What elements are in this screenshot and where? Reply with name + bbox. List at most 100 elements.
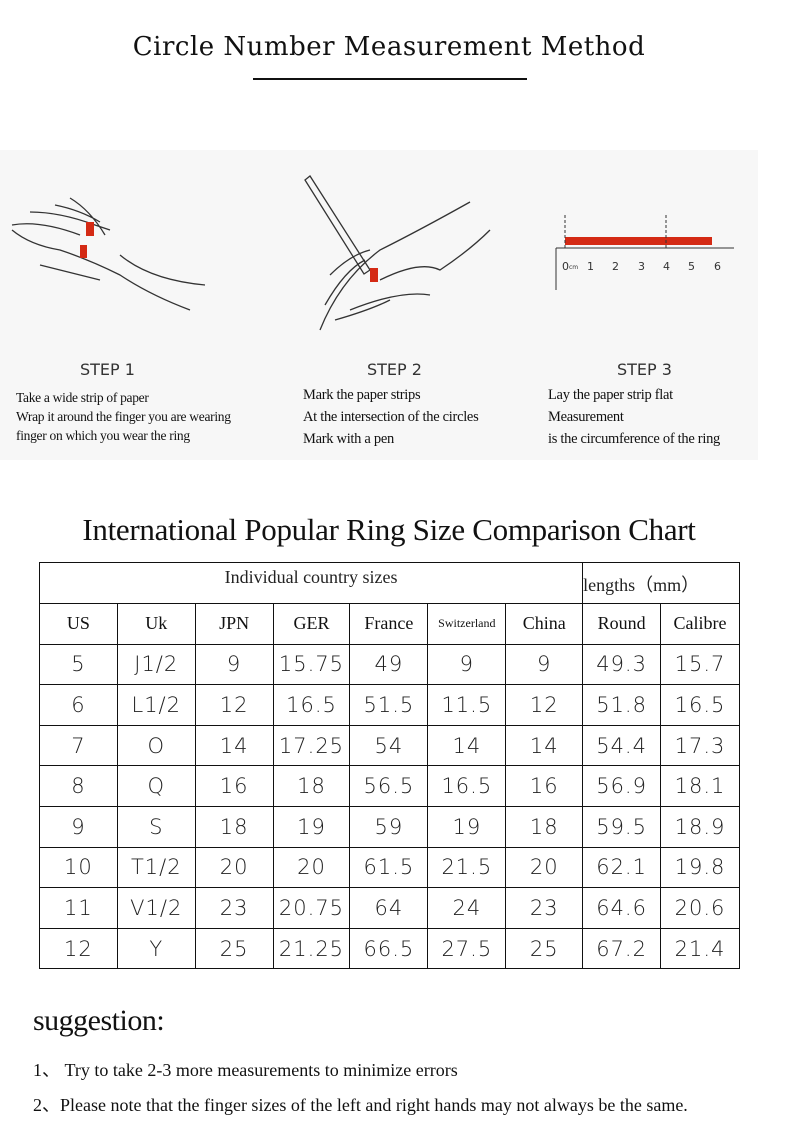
suggestion-title: suggestion: <box>33 1004 165 1037</box>
step3-ruler-illustration <box>555 215 734 290</box>
cell-jpn: 9 <box>194 643 274 686</box>
cell-switzerland: 11.5 <box>427 684 507 726</box>
cell-round: 56.9 <box>582 765 662 807</box>
step2-line: Mark the paper strips <box>303 387 421 403</box>
cell-us: 11 <box>39 887 118 929</box>
cell-jpn: 23 <box>194 887 274 929</box>
cell-switzerland: 9 <box>427 643 507 686</box>
table-row: 8 Q 16 18 56.5 16.5 16 56.9 18.1 <box>39 765 740 807</box>
step3-label: STEP 3 <box>617 360 672 379</box>
cell-france: 49 <box>349 643 429 686</box>
cell-round: 49.3 <box>582 643 662 686</box>
cell-switzerland: 21.5 <box>427 846 507 889</box>
cell-uk: Q <box>116 765 196 807</box>
cell-france: 59 <box>349 805 429 848</box>
title-underline <box>253 78 527 80</box>
cell-china: 23 <box>505 887 584 929</box>
cell-jpn: 20 <box>194 846 274 889</box>
step3-line: is the circumference of the ring <box>548 431 720 447</box>
suggestion-item: 1、 Try to take 2-3 more measurements to … <box>33 1060 458 1080</box>
cell-calibre: 16.5 <box>660 684 740 726</box>
cell-jpn: 14 <box>194 724 274 767</box>
cell-france: 61.5 <box>349 846 429 889</box>
cell-round: 62.1 <box>582 846 662 889</box>
paper-strip <box>565 237 712 245</box>
cell-calibre: 15.7 <box>660 643 740 686</box>
column-header-ger: GER <box>272 603 351 645</box>
cell-calibre: 20.6 <box>660 887 740 929</box>
cell-round: 67.2 <box>582 927 662 970</box>
column-header-switzerland: Switzerland <box>427 603 507 645</box>
column-header-calibre: Calibre <box>660 603 740 645</box>
cell-jpn: 16 <box>194 765 274 807</box>
cell-switzerland: 24 <box>427 887 507 929</box>
cell-china: 14 <box>505 724 584 767</box>
suggestion-item: 2、Please note that the finger sizes of t… <box>33 1095 688 1115</box>
cell-us: 5 <box>39 643 118 686</box>
tick-1: 1 <box>587 260 594 273</box>
step1-line: Wrap it around the finger you are wearin… <box>16 409 231 424</box>
steps-panel: 0 cm 1 2 3 4 5 6 STEP 1 STEP 2 STEP 3 Tak… <box>0 150 758 460</box>
ring-size-table: Individual country sizes lengths（mm） US U… <box>38 562 740 970</box>
cell-ger: 19 <box>272 805 351 848</box>
cell-ger: 17.25 <box>272 724 351 767</box>
cell-uk: S <box>116 805 196 848</box>
cell-uk: O <box>116 724 196 767</box>
cell-us: 6 <box>39 684 118 726</box>
tick-0: 0 <box>562 260 569 273</box>
cell-ger: 20 <box>272 846 351 889</box>
step1-hand-illustration <box>11 197 206 311</box>
cell-france: 51.5 <box>349 684 429 726</box>
column-header-us: US <box>39 603 118 645</box>
cell-china: 25 <box>505 927 584 970</box>
step3-line: Lay the paper strip flat <box>548 387 673 403</box>
cell-france: 66.5 <box>349 927 429 970</box>
cell-china: 9 <box>505 643 584 686</box>
cell-calibre: 18.1 <box>660 765 740 807</box>
cell-china: 20 <box>505 846 584 889</box>
cell-round: 64.6 <box>582 887 662 929</box>
cell-jpn: 25 <box>194 927 274 970</box>
cell-round: 59.5 <box>582 805 662 848</box>
table-row: 6 L1/2 12 16.5 51.5 11.5 12 51.8 16.5 <box>39 684 740 726</box>
cell-china: 18 <box>505 805 584 848</box>
step1-line: Take a wide strip of paper <box>16 390 149 405</box>
tick-2: 2 <box>612 260 619 273</box>
tick-unit: cm <box>569 264 579 271</box>
step1-label: STEP 1 <box>80 360 135 379</box>
step2-hand-pen-illustration <box>304 175 491 331</box>
tick-5: 5 <box>688 260 695 273</box>
table-row: 12 Y 25 21.25 66.5 27.5 25 67.2 21.4 <box>39 927 740 970</box>
cell-switzerland: 19 <box>427 805 507 848</box>
cell-uk: Y <box>116 927 196 970</box>
cell-switzerland: 16.5 <box>427 765 507 807</box>
cell-china: 16 <box>505 765 584 807</box>
table-row: 10 T1/2 20 20 61.5 21.5 20 62.1 19.8 <box>39 846 740 889</box>
cell-calibre: 17.3 <box>660 724 740 767</box>
step3-description: Lay the paper strip flat Measurement is … <box>548 384 720 450</box>
page-title: Circle Number Measurement Method <box>132 32 646 62</box>
cell-calibre: 18.9 <box>660 805 740 848</box>
cell-us: 7 <box>39 724 118 767</box>
tick-6: 6 <box>714 260 721 273</box>
cell-jpn: 12 <box>194 684 274 726</box>
step2-line: At the intersection of the circles <box>303 409 479 425</box>
cell-calibre: 21.4 <box>660 927 740 970</box>
cell-switzerland: 14 <box>427 724 507 767</box>
cell-ger: 21.25 <box>272 927 351 970</box>
cell-ger: 20.75 <box>272 887 351 929</box>
chart-title: International Popular Ring Size Comparis… <box>82 512 696 547</box>
step1-description: Take a wide strip of paper Wrap it aroun… <box>16 388 231 445</box>
tick-3: 3 <box>638 260 645 273</box>
cell-switzerland: 27.5 <box>427 927 507 970</box>
cell-ger: 15.75 <box>272 643 351 686</box>
cell-china: 12 <box>505 684 584 726</box>
cell-jpn: 18 <box>194 805 274 848</box>
step2-line: Mark with a pen <box>303 431 394 447</box>
cell-uk: T1/2 <box>116 846 196 889</box>
column-header-round: Round <box>582 603 662 645</box>
cell-france: 54 <box>349 724 429 767</box>
column-header-jpn: JPN <box>194 603 274 645</box>
table-row: 11 V1/2 23 20.75 64 24 23 64.6 20.6 <box>39 887 740 929</box>
group-header-row: Individual country sizes lengths（mm） <box>38 562 740 604</box>
